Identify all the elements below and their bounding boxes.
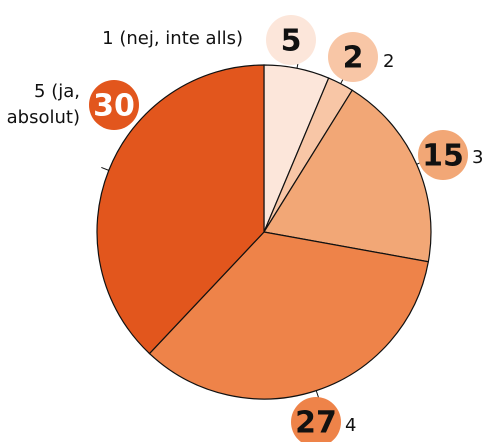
value-bubble [328, 32, 378, 82]
leader-line [101, 166, 109, 171]
leader-line [315, 390, 320, 399]
category-label: 5 (ja, absolut) [6, 81, 80, 128]
value-bubble [291, 397, 341, 442]
category-label: 4 [345, 415, 357, 436]
value-label: 2 [343, 41, 364, 76]
value-label: 30 [93, 89, 135, 124]
value-bubble [89, 80, 139, 130]
pie-slice [263, 89, 432, 263]
category-label: 1 (nej, inte alls) [102, 28, 243, 49]
value-label: 5 [281, 24, 302, 59]
category-label: 3 [472, 147, 484, 168]
value-bubble [266, 15, 316, 65]
category-label: 2 [383, 51, 395, 72]
value-label: 15 [422, 139, 464, 174]
value-bubble [418, 130, 468, 180]
value-label: 27 [295, 406, 337, 441]
